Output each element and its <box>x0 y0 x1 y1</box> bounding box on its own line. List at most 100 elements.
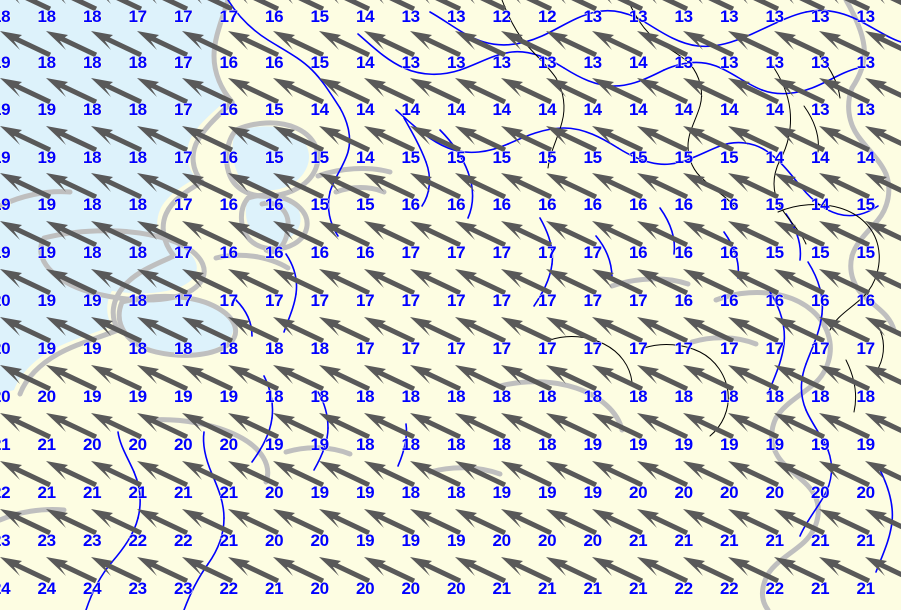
wind-speed-label: 21 <box>856 579 876 598</box>
wind-speed-label: 15 <box>856 195 876 214</box>
wind-speed-label: 19 <box>856 435 876 454</box>
wind-arrow <box>409 461 461 488</box>
wind-arrow <box>773 509 825 536</box>
wind-arrow <box>637 126 689 153</box>
wind-arrow <box>500 509 552 536</box>
wind-arrow <box>425 0 461 12</box>
wind-arrow <box>637 557 689 584</box>
wind-speed-label: 21 <box>37 435 57 454</box>
wind-speed-label: 13 <box>629 7 648 26</box>
wind-arrow <box>15 0 52 12</box>
wind-arrow <box>591 557 643 584</box>
wind-speed-label: 21 <box>83 483 102 502</box>
wind-arrow <box>591 365 643 392</box>
wind-arrow <box>61 0 97 12</box>
wind-speed-label: 18 <box>447 435 466 454</box>
wind-arrow <box>364 317 416 344</box>
wind-speed-label: 14 <box>856 148 876 167</box>
wind-speed-label: 19 <box>447 531 466 550</box>
wind-arrow <box>318 413 370 440</box>
wind-arrow <box>455 221 507 248</box>
wind-speed-label: 18 <box>128 291 148 310</box>
wind-arrow <box>500 365 552 392</box>
wind-arrow <box>0 31 52 58</box>
wind-speed-label: 16 <box>629 243 648 262</box>
wind-speed-label: 18 <box>265 387 284 406</box>
wind-speed-label: 13 <box>401 7 421 26</box>
wind-speed-label: 16 <box>265 243 284 262</box>
wind-speed-label: 20 <box>356 579 375 598</box>
wind-speed-label: 18 <box>83 195 102 214</box>
wind-arrow <box>409 365 461 392</box>
wind-arrow <box>682 31 734 58</box>
wind-speed-label: 19 <box>720 435 739 454</box>
wind-speed-label: 17 <box>310 291 330 310</box>
wind-speed-label: 14 <box>356 148 375 167</box>
wind-speed-label: 19 <box>128 387 148 406</box>
wind-arrow <box>0 173 52 200</box>
wind-arrow <box>819 31 871 58</box>
wind-speed-label: 16 <box>856 291 876 310</box>
wind-arrow <box>136 31 188 58</box>
wind-speed-label: 20 <box>37 387 57 406</box>
wind-arrow <box>318 173 370 200</box>
wind-arrow <box>409 509 461 536</box>
wind-speed-label: 16 <box>265 195 284 214</box>
wind-arrow <box>470 0 507 12</box>
wind-speed-label: 15 <box>538 148 557 167</box>
wind-arrow <box>227 31 279 58</box>
wind-speed-label: 21 <box>629 579 648 598</box>
wind-arrow <box>819 221 871 248</box>
wind-arrow <box>864 31 901 52</box>
wind-speed-label: 13 <box>811 53 830 72</box>
wind-arrow <box>591 269 643 296</box>
wind-speed-label: 17 <box>447 291 466 310</box>
wind-arrow <box>45 78 97 105</box>
wind-arrow <box>227 461 279 488</box>
wind-speed-label: 14 <box>310 100 330 119</box>
wind-arrow <box>591 31 643 58</box>
wind-arrow <box>227 557 279 584</box>
wind-speed-label: 18 <box>0 7 11 26</box>
wind-speed-label: 18 <box>83 7 102 26</box>
wind-arrow <box>136 78 188 105</box>
wind-speed-label: 13 <box>765 7 785 26</box>
wind-arrow <box>273 413 325 440</box>
wind-arrow <box>318 78 370 105</box>
wind-speed-label: 13 <box>447 7 466 26</box>
wind-arrow <box>773 317 825 344</box>
wind-speed-label: 16 <box>219 243 239 262</box>
wind-arrow <box>773 413 825 440</box>
wind-speed-label: 13 <box>674 7 694 26</box>
wind-speed-label: 16 <box>720 291 739 310</box>
wind-speed-label: 22 <box>0 483 11 502</box>
wind-speed-label: 16 <box>219 100 239 119</box>
wind-speed-label: 20 <box>629 483 648 502</box>
wind-speed-label: 19 <box>83 387 102 406</box>
wind-speed-label: 18 <box>219 339 239 358</box>
wind-speed-label: 19 <box>0 195 11 214</box>
wind-arrow <box>637 317 689 344</box>
wind-arrow <box>773 557 825 584</box>
wind-arrow <box>364 509 416 536</box>
wind-speed-label: 13 <box>720 7 739 26</box>
wind-arrow <box>637 509 689 536</box>
wind-arrow <box>500 126 552 153</box>
wind-arrow <box>500 31 552 58</box>
wind-speed-label: 14 <box>811 195 830 214</box>
wind-arrow <box>182 557 234 584</box>
wind-speed-label: 16 <box>356 243 375 262</box>
wind-speed-label: 13 <box>811 7 830 26</box>
wind-speed-label: 24 <box>37 579 57 598</box>
wind-speed-label: 17 <box>401 291 421 310</box>
wind-speed-label: 14 <box>447 100 466 119</box>
wind-arrow <box>273 269 325 296</box>
wind-arrow <box>819 173 871 200</box>
wind-arrow <box>834 0 871 12</box>
wind-speed-label: 17 <box>629 291 648 310</box>
wind-speed-label: 15 <box>765 195 785 214</box>
wind-speed-label: 17 <box>401 339 421 358</box>
wind-arrow <box>546 461 598 488</box>
wind-speed-label: 14 <box>356 7 375 26</box>
wind-speed-label: 24 <box>83 579 102 598</box>
